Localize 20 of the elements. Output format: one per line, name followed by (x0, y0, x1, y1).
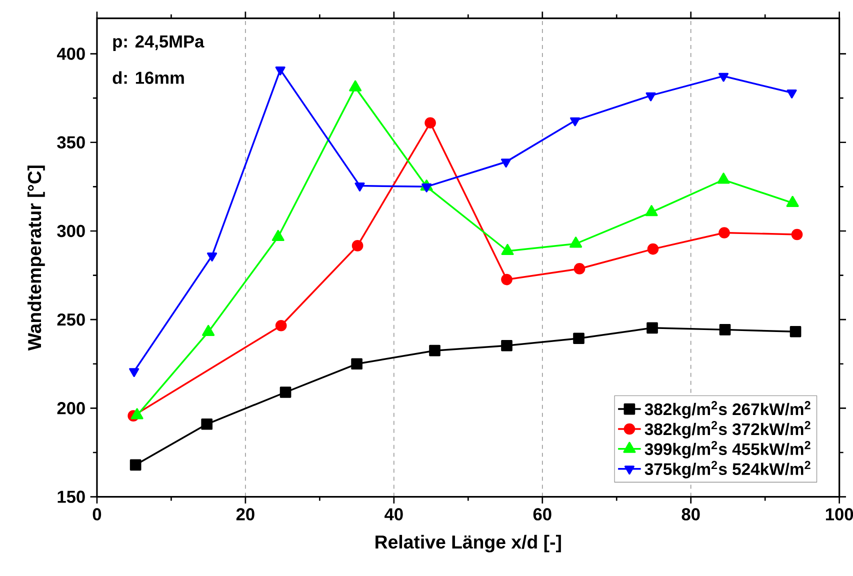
y-tick-label: 400 (56, 48, 85, 60)
y-tick-label: 300 (57, 224, 85, 238)
legend-label: 399kg/m$^{2}$s 455kW/m$^{2}$ (644, 441, 810, 459)
x-tick-label: 40 (384, 508, 403, 521)
x-tick-label: 100 (826, 508, 853, 521)
x-tick-label: 60 (533, 508, 552, 521)
y-tick-label: 250 (57, 314, 85, 326)
y-axis-title: Wandtemperatur [°C] (27, 166, 45, 351)
y-tick-label: 350 (57, 136, 85, 149)
x-tick-label: 20 (236, 508, 254, 521)
x-tick-label: 0 (92, 508, 102, 521)
x-axis-title: Relative Länge x/d [-] (376, 535, 561, 552)
annotation: d: 16mm (112, 71, 184, 84)
legend-label: 382kg/m$^{2}$s 372kW/m$^{2}$ (644, 421, 810, 439)
legend-label: 382kg/m$^{2}$s 267kW/m$^{2}$ (644, 401, 810, 419)
y-tick-label: 200 (57, 402, 85, 414)
x-tick-label: 80 (682, 508, 700, 521)
annotation: p: 24,5MPa (113, 35, 204, 52)
y-tick-label: 150 (58, 490, 85, 504)
legend-label: 375kg/m$^{2}$s 524kW/m$^{2}$ (644, 461, 810, 478)
